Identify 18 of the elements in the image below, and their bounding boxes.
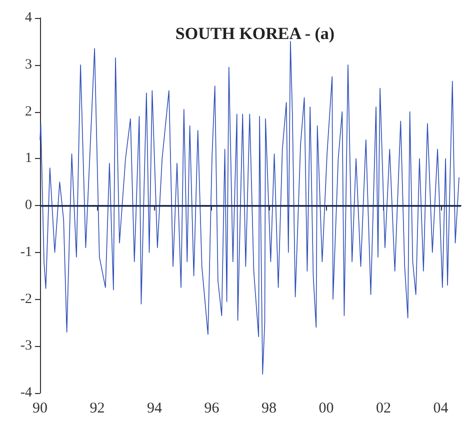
x-tick-label: 00: [318, 400, 334, 416]
y-tick-label: -2: [20, 292, 32, 307]
y-tick-label: 3: [25, 57, 32, 72]
y-tick-label: -1: [20, 244, 32, 260]
y-tick-label: 1: [25, 151, 32, 166]
y-tick-label: 4: [25, 10, 32, 26]
x-tick-label: 96: [204, 400, 220, 416]
x-tick-label: 94: [147, 400, 163, 416]
y-tick-label: 2: [25, 104, 32, 120]
y-tick-label: -4: [20, 386, 32, 400]
y-tick-label: 0: [25, 198, 32, 213]
x-tick-label: 90: [32, 400, 48, 416]
y-tick-label: -3: [20, 338, 32, 354]
x-tick-label: 98: [262, 400, 277, 416]
x-tick-label: 02: [376, 400, 392, 416]
x-tick-label: 92: [90, 400, 105, 416]
chart-title: SOUTH KOREA - (a): [175, 24, 335, 43]
x-tick-label: 04: [433, 400, 449, 416]
